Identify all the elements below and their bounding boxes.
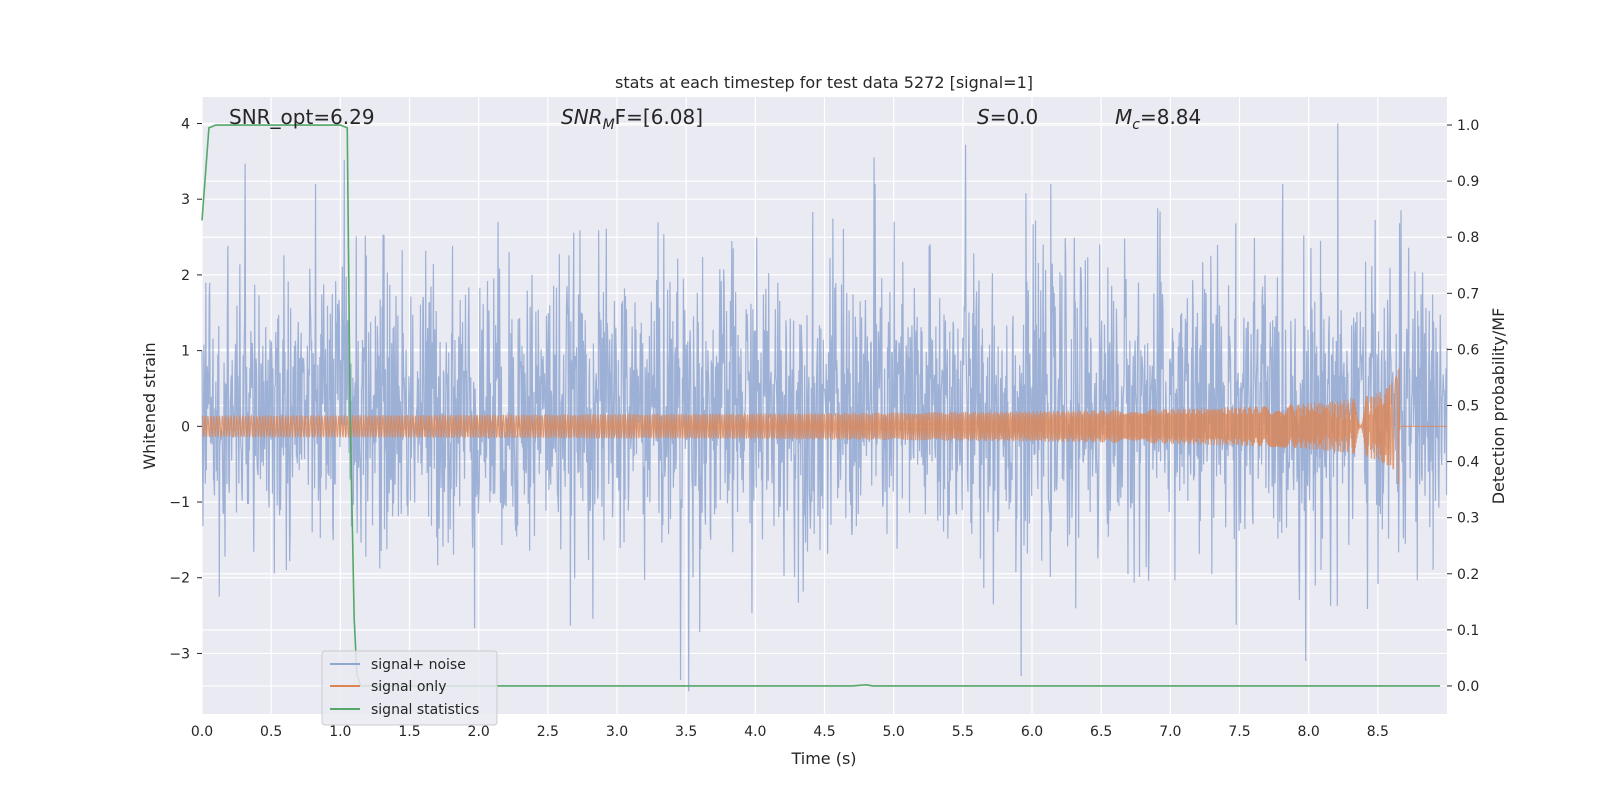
right-y-tick-label: 0.9 (1457, 174, 1479, 190)
snr-mf-sub: M (603, 117, 615, 133)
left-y-tick-label: 2 (181, 268, 190, 284)
x-tick-label: 1.5 (398, 724, 420, 740)
left-y-tick-label: −2 (169, 571, 190, 587)
mc-annotation: Mc=8.84 (1115, 105, 1201, 133)
chart-title: stats at each timestep for test data 527… (615, 73, 1033, 92)
left-y-axis-label: Whitened strain (140, 342, 159, 469)
mc-rest: =8.84 (1140, 105, 1201, 129)
right-y-axis-label: Detection probability/MF (1489, 308, 1508, 505)
s-rest: =0.0 (990, 105, 1039, 129)
x-tick-label: 6.0 (1021, 724, 1043, 740)
right-y-tick-label: 0.8 (1457, 230, 1479, 246)
x-axis-ticks: 0.0 0.5 1.0 1.5 2.0 2.5 3.0 3.5 4.0 4.5 5.0 5.5 6.0 6… (191, 724, 1389, 740)
legend-label-signal-only: signal only (371, 679, 446, 695)
right-y-tick-label: 0.6 (1457, 342, 1479, 358)
s-annotation: S=0.0 (977, 105, 1038, 129)
x-tick-label: 8.5 (1367, 724, 1389, 740)
left-y-tick-label: −3 (169, 646, 190, 662)
x-tick-label: 3.0 (606, 724, 628, 740)
legend-label-signal-noise: signal+ noise (371, 657, 466, 673)
snr-mf-rest: F=[6.08] (615, 105, 703, 129)
series-signal-statistics-line (201, 124, 1441, 687)
right-y-axis-ticks: 1.0 0.9 0.8 0.7 0.6 0.5 0.4 0.3 0.2 0.1 0.0 (1447, 118, 1479, 695)
right-y-tick-label: 0.7 (1457, 286, 1479, 302)
snr-mf-main: SNR (561, 105, 603, 129)
right-y-tick-label: 0.3 (1457, 511, 1479, 527)
left-y-tick-label: 3 (181, 192, 190, 208)
x-tick-label: 6.5 (1090, 724, 1112, 740)
x-tick-label: 4.0 (744, 724, 766, 740)
x-tick-label: 0.0 (191, 724, 213, 740)
x-tick-label: 7.0 (1159, 724, 1181, 740)
x-tick-label: 5.0 (883, 724, 905, 740)
left-y-tick-label: 4 (181, 116, 190, 132)
right-y-tick-label: 0.0 (1457, 679, 1479, 695)
mc-sub: c (1132, 117, 1140, 133)
x-tick-label: 0.5 (260, 724, 282, 740)
x-tick-label: 2.5 (537, 724, 559, 740)
series-signal-noise-line (201, 123, 1448, 692)
x-tick-label: 1.0 (329, 724, 351, 740)
left-y-tick-label: −1 (169, 495, 190, 511)
data-layer (201, 123, 1448, 692)
right-y-tick-label: 0.4 (1457, 455, 1479, 471)
left-y-axis-ticks: 4 3 2 1 0 −1 −2 −3 (169, 116, 202, 662)
x-tick-label: 3.5 (675, 724, 697, 740)
right-y-tick-label: 0.1 (1457, 623, 1479, 639)
left-y-tick-label: 1 (181, 344, 190, 360)
series-signal-only-line (201, 367, 1447, 485)
legend: signal+ noise signal only signal statist… (321, 650, 498, 726)
legend-label-signal-statistics: signal statistics (371, 702, 479, 718)
mc-main: M (1115, 105, 1132, 129)
s-main: S (977, 105, 990, 129)
snr-mf-annotation: SNRMF=[6.08] (561, 105, 703, 133)
snr-opt-annotation: SNR_opt=6.29 (229, 105, 375, 129)
x-tick-label: 7.5 (1228, 724, 1250, 740)
legend-box (321, 650, 498, 726)
x-tick-label: 5.5 (952, 724, 974, 740)
x-axis-label: Time (s) (790, 749, 856, 768)
right-y-tick-label: 1.0 (1457, 118, 1479, 134)
x-tick-label: 4.5 (813, 724, 835, 740)
x-tick-label: 2.0 (468, 724, 490, 740)
right-y-tick-label: 0.2 (1457, 567, 1479, 583)
left-y-tick-label: 0 (181, 419, 190, 435)
x-tick-label: 8.0 (1298, 724, 1320, 740)
right-y-tick-label: 0.5 (1457, 399, 1479, 415)
